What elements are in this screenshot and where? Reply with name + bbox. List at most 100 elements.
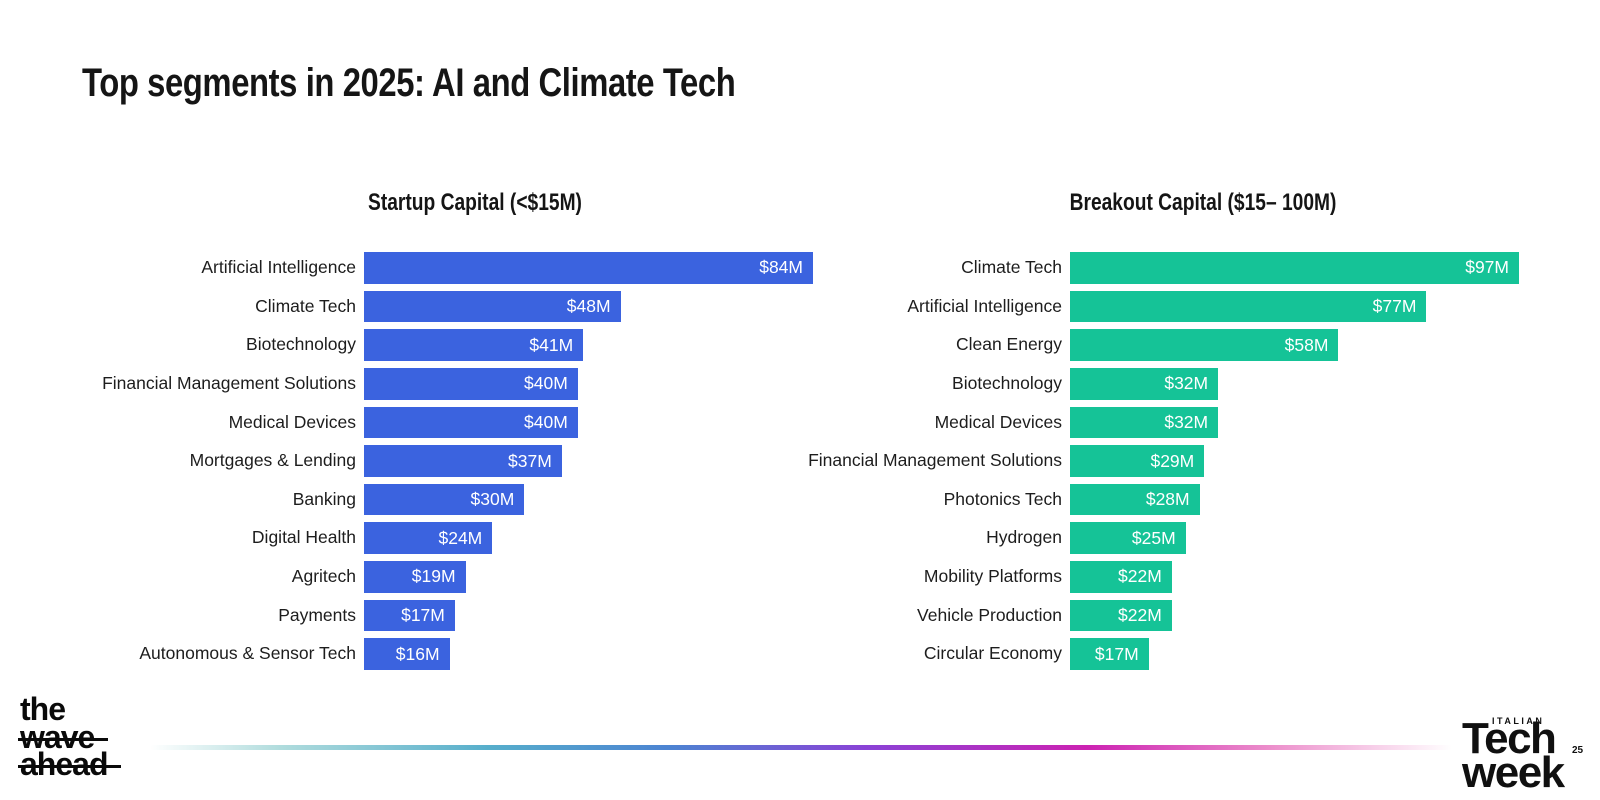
bar: $24M (364, 522, 493, 555)
bar-track: $17M (1070, 638, 1519, 670)
bar-row: Financial Management Solutions $29M (770, 445, 1519, 477)
bar-row: Hydrogen $25M (770, 522, 1519, 555)
bar-value-label: $41M (529, 334, 574, 355)
itw-word-tech: Tech (1462, 714, 1557, 763)
category-label: Medical Devices (934, 411, 1062, 432)
bar: $30M (364, 483, 525, 516)
bar-track: $41M (364, 329, 813, 361)
bar-value-label: $40M (524, 373, 568, 394)
bar-track: $97M (1070, 252, 1519, 284)
bar-row: Biotechnology $32M (770, 367, 1519, 400)
bar: $32M (1070, 367, 1219, 400)
bar-track: $30M (364, 483, 813, 516)
bar-track: $29M (1070, 445, 1519, 477)
category-label: Digital Health (251, 527, 356, 548)
bar-value-label: $84M (759, 257, 803, 278)
bar-value-label: $17M (401, 605, 445, 626)
category-label: Banking (292, 488, 356, 509)
itw-word-week: week (1462, 748, 1565, 797)
bar-value-label: $30M (470, 489, 515, 510)
bar: $48M (364, 290, 621, 323)
bar-track: $17M (364, 599, 813, 632)
bar: $40M (364, 406, 578, 439)
chart-startup-capital: Artificial Intelligence $84M Climate Tech $… (80, 252, 813, 677)
bar-track: $40M (364, 406, 813, 439)
bar-track: $37M (364, 445, 813, 477)
category-label: Financial Management Solutions (102, 372, 356, 393)
wave-ahead-logo: the wave ahead (17, 693, 123, 782)
bar: $58M (1070, 329, 1339, 361)
bar-track: $40M (364, 367, 813, 400)
bar-value-label: $32M (1164, 411, 1209, 432)
bar-track: $32M (1070, 406, 1519, 439)
bar-row: Clean Energy $58M (770, 329, 1519, 361)
bar-row: Mobility Platforms $22M (770, 561, 1519, 593)
bar-row: Medical Devices $40M (80, 406, 813, 439)
bar-value-label: $16M (395, 643, 440, 664)
category-label: Artificial Intelligence (201, 257, 356, 277)
bar-row: Digital Health $24M (80, 522, 813, 555)
bar-value-label: $32M (1164, 373, 1209, 394)
bar-value-label: $17M (1094, 643, 1139, 664)
bar-value-label: $37M (508, 450, 552, 471)
wave-logo-line-2: wave (17, 718, 109, 755)
bar: $32M (1070, 406, 1219, 439)
category-label: Hydrogen (986, 527, 1062, 548)
bar-row: Climate Tech $48M (80, 290, 813, 323)
bar-track: $84M (364, 252, 813, 284)
bar-row: Circular Economy $17M (770, 638, 1519, 670)
bar-track: $25M (1070, 522, 1519, 555)
bar-value-label: $29M (1150, 450, 1195, 471)
category-label: Climate Tech (255, 295, 356, 316)
bar-track: $19M (364, 561, 813, 593)
category-label: Biotechnology (246, 334, 356, 355)
bar: $22M (1070, 561, 1172, 593)
bar: $28M (1070, 483, 1200, 516)
category-label: Mobility Platforms (923, 566, 1062, 587)
chart-breakout-capital: Climate Tech $97M Artificial Intelligence $… (770, 252, 1519, 677)
category-label: Agritech (291, 566, 356, 587)
bar: $25M (1070, 522, 1186, 555)
bar-row: Vehicle Production $22M (770, 599, 1519, 632)
bar-row: Banking $30M (80, 483, 813, 516)
bar-track: $77M (1070, 290, 1519, 323)
chart-title-breakout-capital: Breakout Capital ($15– 100M) (1069, 189, 1337, 216)
bar-row: Payments $17M (80, 599, 813, 632)
itw-kicker: ITALIAN (1492, 716, 1545, 726)
bar-row: Autonomous & Sensor Tech $16M (80, 638, 813, 670)
italian-tech-week-logo: ITALIAN Tech week 25 (1462, 716, 1587, 796)
category-label: Biotechnology (952, 372, 1062, 393)
bar-track: $24M (364, 522, 813, 555)
bar: $19M (364, 561, 466, 593)
bar: $77M (1070, 290, 1427, 323)
bar-value-label: $28M (1145, 489, 1190, 510)
bar-value-label: $97M (1465, 257, 1509, 278)
bar-value-label: $24M (438, 527, 483, 548)
category-label: Photonics Tech (943, 488, 1062, 509)
bar-value-label: $22M (1118, 566, 1162, 587)
bar-track: $22M (1070, 599, 1519, 632)
category-label: Vehicle Production (917, 604, 1062, 625)
bar: $29M (1070, 445, 1205, 477)
chart-title-startup-capital: Startup Capital (<$15M) (368, 189, 582, 216)
itw-year: 25 (1572, 745, 1584, 756)
category-label: Payments (278, 604, 356, 625)
bar: $16M (364, 638, 450, 670)
bar-row: Artificial Intelligence $77M (770, 290, 1519, 323)
category-label: Mortgages & Lending (189, 450, 356, 471)
bar-row: Artificial Intelligence $84M (80, 252, 813, 284)
bar-row: Mortgages & Lending $37M (80, 445, 813, 477)
bar-value-label: $25M (1131, 527, 1176, 548)
category-label: Autonomous & Sensor Tech (139, 643, 356, 664)
category-label: Climate Tech (961, 257, 1062, 277)
bar: $84M (364, 252, 813, 284)
bar: $17M (364, 599, 455, 632)
page-title: Top segments in 2025: AI and Climate Tec… (82, 61, 736, 105)
wave-logo-line-3: ahead (17, 746, 123, 782)
bar-track: $32M (1070, 367, 1519, 400)
bar-row: Climate Tech $97M (770, 252, 1519, 284)
bar-track: $48M (364, 290, 813, 323)
bar: $41M (364, 329, 584, 361)
bar-row: Biotechnology $41M (80, 329, 813, 361)
bar-value-label: $58M (1284, 334, 1329, 355)
